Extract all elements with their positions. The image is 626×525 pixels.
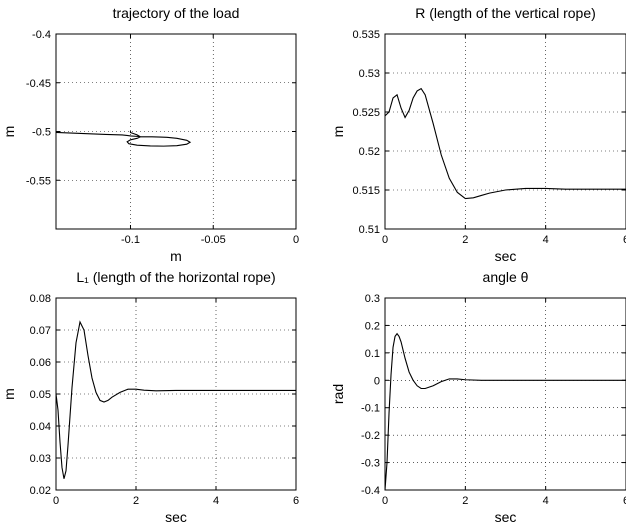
y-tick-label: 0.02 — [30, 485, 51, 497]
x-tick-label: 0 — [382, 234, 388, 246]
x-tick-label: 6 — [623, 495, 626, 507]
chart-title: angle θ — [483, 269, 529, 285]
y-axis-label: m — [1, 388, 17, 400]
y-tick-label: 0.52 — [359, 146, 380, 158]
x-tick-label: 0 — [382, 495, 388, 507]
y-tick-label: 0.53 — [359, 68, 380, 80]
y-tick-label: 0.07 — [30, 325, 51, 337]
y-axis-label: m — [330, 126, 346, 138]
y-tick-label: -0.45 — [26, 78, 51, 90]
x-tick-label: -0.05 — [201, 234, 226, 246]
x-tick-label: 2 — [462, 495, 468, 507]
y-tick-label: 0.06 — [30, 357, 51, 369]
y-tick-label: 0.2 — [365, 320, 380, 332]
x-axis-label: sec — [495, 509, 517, 525]
x-axis-label: m — [170, 248, 182, 264]
x-tick-label: 0 — [53, 495, 59, 507]
series-line — [385, 87, 626, 200]
plot-frame — [384, 297, 626, 491]
x-tick-label: 4 — [543, 234, 549, 246]
x-tick-label: 6 — [293, 495, 299, 507]
chart-title: R (length of the vertical rope) — [415, 5, 596, 21]
x-axis-label: sec — [165, 509, 187, 525]
y-tick-label: 0.03 — [30, 453, 51, 465]
x-tick-label: 4 — [213, 495, 219, 507]
y-tick-label: 0.535 — [352, 29, 380, 41]
y-axis-label: m — [1, 126, 17, 138]
y-tick-label: 0.05 — [30, 389, 51, 401]
chart-title: trajectory of the load — [113, 5, 240, 21]
x-axis-label: sec — [495, 248, 517, 264]
plot-frame — [384, 33, 626, 230]
x-tick-label: 6 — [623, 234, 626, 246]
y-tick-label: -0.3 — [361, 458, 380, 470]
y-tick-label: -0.55 — [26, 175, 51, 187]
chart-3: 0 2 4 6 0.02 0.03 0.04 0.05 0.06 0.07 0.08 L₁ (leng… — [1, 269, 299, 525]
series-line — [56, 320, 296, 479]
y-tick-label: 0.04 — [30, 421, 51, 433]
y-tick-label: -0.4 — [32, 29, 51, 41]
series-line — [56, 131, 192, 147]
series-line — [385, 332, 626, 490]
x-tick-label: -0.1 — [121, 234, 140, 246]
x-tick-label: 2 — [462, 234, 468, 246]
y-tick-label: 0.515 — [352, 185, 380, 197]
y-tick-label: -0.4 — [361, 485, 380, 497]
y-tick-label: 0.3 — [365, 293, 380, 305]
y-tick-label: -0.5 — [32, 127, 51, 139]
x-tick-label: 4 — [543, 495, 549, 507]
y-tick-label: -0.1 — [361, 403, 380, 415]
y-tick-label: 0.1 — [365, 348, 380, 360]
chart-title: L₁ (length of the horizontal rope) — [76, 269, 275, 285]
y-tick-label: 0 — [374, 375, 380, 387]
y-tick-label: 0.08 — [30, 293, 51, 305]
x-tick-label: 2 — [133, 495, 139, 507]
y-axis-label: rad — [330, 384, 346, 404]
y-tick-label: -0.2 — [361, 430, 380, 442]
chart-4: 0 2 4 6 -0.4 -0.3 -0.2 -0.1 0 0.1 0.2 0.3 angle θ sec… — [330, 269, 626, 525]
chart-1: -0.1 -0.05 0 -0.4 -0.45 -0.5 -0.55 trajectory o… — [1, 5, 299, 264]
chart-2: 0 2 4 6 0.51 0.515 0.52 0.525 0.53 0.535 R (length… — [330, 5, 626, 264]
x-tick-label: 0 — [293, 234, 299, 246]
y-tick-label: 0.525 — [352, 107, 380, 119]
y-tick-label: 0.51 — [359, 224, 380, 236]
